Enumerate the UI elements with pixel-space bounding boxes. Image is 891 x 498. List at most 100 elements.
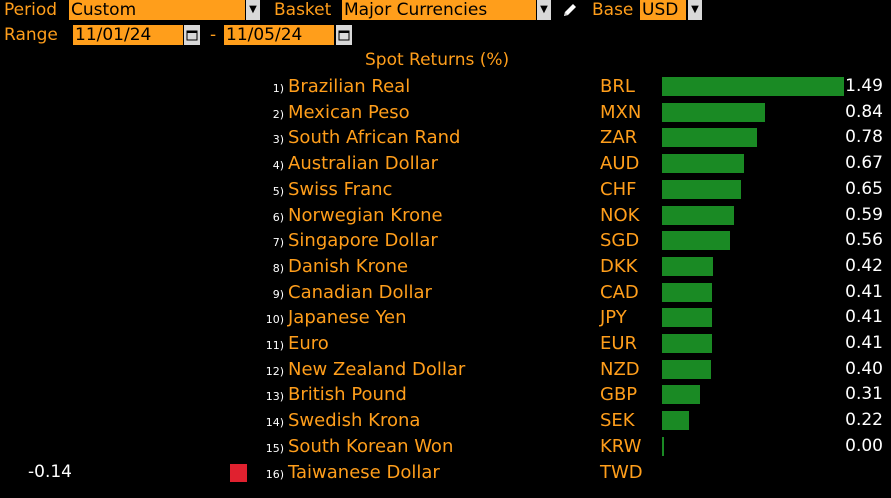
table-row[interactable]: 7) Singapore Dollar SGD 0.56 (0, 228, 891, 253)
return-bar-chf (662, 179, 742, 199)
table-row[interactable]: 5) Swiss Franc CHF 0.65 (0, 177, 891, 202)
row-rank: 4) (272, 159, 284, 173)
currency-code: DKK (600, 255, 638, 277)
currency-name[interactable]: Norwegian Krone (288, 204, 443, 226)
return-bar-krw (662, 436, 664, 456)
table-row[interactable]: 2) Mexican Peso MXN 0.84 (0, 100, 891, 125)
currency-name[interactable]: Brazilian Real (288, 76, 411, 97)
return-bar-sgd (662, 231, 731, 251)
row-rank: 10) (265, 313, 284, 327)
return-value: 0.67 (845, 153, 883, 174)
table-row[interactable]: 15) South Korean Won KRW 0.00 (0, 434, 891, 459)
currency-code: ZAR (600, 127, 638, 149)
currency-name[interactable]: Taiwanese Dollar (288, 461, 440, 483)
currency-name[interactable]: South Korean Won (288, 435, 454, 457)
basket-label: Basket (274, 0, 332, 20)
return-value: -0.14 (28, 461, 72, 482)
return-bar-brl (662, 77, 844, 96)
range-start-input[interactable]: 11/01/24 (73, 25, 183, 45)
range-end-input[interactable]: 11/05/24 (224, 25, 334, 45)
currency-name[interactable]: Australian Dollar (288, 153, 439, 175)
return-value: 0.41 (845, 281, 883, 302)
chevron-down-icon[interactable]: ▼ (537, 0, 551, 20)
return-bar-nok (662, 205, 735, 225)
return-value: 0.84 (845, 101, 883, 122)
currency-code: KRW (600, 435, 642, 457)
return-bar-gbp (662, 385, 700, 405)
currency-name[interactable]: Canadian Dollar (288, 281, 432, 303)
currency-code: CHF (600, 178, 637, 200)
return-value: 0.42 (845, 255, 883, 276)
row-rank: 12) (265, 364, 284, 378)
return-value: 0.78 (845, 127, 883, 148)
return-value: 0.65 (845, 178, 883, 199)
return-value: 0.41 (845, 307, 883, 328)
chart-title: Spot Returns (%) (365, 50, 510, 70)
currency-name[interactable]: Swedish Krona (288, 410, 421, 432)
return-bar-aud (662, 154, 744, 174)
basket-dropdown[interactable]: Major Currencies (342, 0, 536, 20)
row-rank: 1) (272, 82, 284, 95)
currency-name[interactable]: Euro (288, 333, 329, 354)
row-rank: 15) (265, 441, 284, 455)
row-rank: 6) (272, 210, 284, 224)
pencil-icon[interactable] (562, 2, 578, 18)
chevron-down-icon[interactable]: ▼ (688, 0, 702, 20)
row-rank: 5) (272, 184, 284, 198)
return-value: 0.59 (845, 204, 883, 225)
currency-code: NOK (600, 204, 640, 226)
table-row[interactable]: 8) Danish Krone DKK 0.42 (0, 254, 891, 279)
return-bar-cad (662, 282, 713, 302)
range-separator: - (210, 25, 217, 45)
table-row[interactable]: 16) Taiwanese Dollar TWD -0.14 (0, 460, 891, 485)
table-row[interactable]: 9) Canadian Dollar CAD 0.41 (0, 280, 891, 305)
currency-name[interactable]: South African Rand (288, 127, 461, 149)
calendar-icon[interactable] (336, 25, 352, 45)
range-label: Range (4, 25, 58, 45)
currency-name[interactable]: British Pound (288, 384, 407, 406)
table-row[interactable]: 12) New Zealand Dollar NZD 0.40 (0, 357, 891, 382)
return-bar-zar (662, 128, 758, 148)
base-dropdown[interactable]: USD (640, 0, 686, 20)
return-bar-nzd (662, 359, 711, 379)
return-bar-jpy (662, 308, 713, 328)
table-row[interactable]: 6) Norwegian Krone NOK 0.59 (0, 203, 891, 228)
currency-code: AUD (600, 153, 640, 175)
currency-name[interactable]: Mexican Peso (288, 101, 410, 123)
return-value: 0.41 (845, 333, 883, 353)
table-row[interactable]: 14) Swedish Krona SEK 0.22 (0, 408, 891, 433)
return-value: 0.22 (845, 410, 883, 431)
return-value: 0.56 (845, 230, 883, 251)
currency-name[interactable]: Danish Krone (288, 255, 409, 277)
calendar-icon[interactable] (184, 25, 200, 45)
currency-code: CAD (600, 281, 639, 303)
currency-code: TWD (600, 461, 643, 483)
currency-code: BRL (600, 76, 635, 97)
return-value: 1.49 (845, 76, 883, 96)
table-row[interactable]: 4) Australian Dollar AUD 0.67 (0, 151, 891, 176)
table-row[interactable]: 10) Japanese Yen JPY 0.41 (0, 305, 891, 330)
currency-code: SGD (600, 230, 640, 252)
period-label: Period (4, 0, 58, 20)
currency-name[interactable]: Singapore Dollar (288, 230, 438, 252)
row-rank: 14) (265, 416, 284, 430)
table-row[interactable]: 3) South African Rand ZAR 0.78 (0, 125, 891, 150)
return-bar-eur (662, 334, 713, 353)
table-row[interactable]: 13) British Pound GBP 0.31 (0, 382, 891, 407)
row-rank: 8) (272, 261, 284, 275)
currency-name[interactable]: New Zealand Dollar (288, 358, 466, 380)
table-row[interactable]: 11) Euro EUR 0.41 (0, 331, 891, 356)
return-bar-twd (230, 463, 247, 482)
currency-code: NZD (600, 358, 640, 380)
currency-code: EUR (600, 333, 638, 354)
table-row[interactable]: 1) Brazilian Real BRL 1.49 (0, 74, 891, 99)
return-value: 0.40 (845, 358, 883, 379)
row-rank: 2) (272, 107, 284, 121)
row-rank: 7) (272, 236, 284, 250)
period-dropdown[interactable]: Custom (69, 0, 245, 20)
currency-name[interactable]: Swiss Franc (288, 178, 393, 200)
return-bar-sek (662, 411, 689, 431)
currency-name[interactable]: Japanese Yen (288, 307, 407, 329)
chevron-down-icon[interactable]: ▼ (246, 0, 260, 20)
return-bar-dkk (662, 256, 714, 276)
